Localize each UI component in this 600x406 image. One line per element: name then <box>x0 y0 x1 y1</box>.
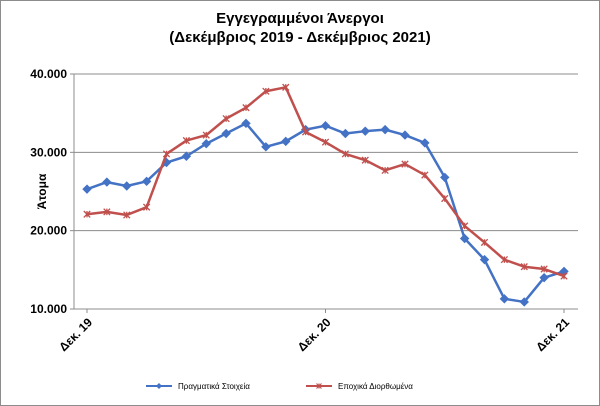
series-1-point <box>181 151 192 161</box>
series-1-point <box>261 142 271 152</box>
x-tick-label: Δεκ. 19 <box>56 315 95 354</box>
series-layer <box>82 83 569 307</box>
series-2-point <box>460 222 469 230</box>
series-2-point <box>381 166 389 175</box>
series-1-point <box>102 177 112 187</box>
series-1-point <box>539 272 549 283</box>
series-2-point <box>361 156 369 164</box>
series-line-2 <box>86 86 565 278</box>
series-1-point <box>241 118 251 129</box>
series-2-point <box>182 136 191 145</box>
series-2-point <box>401 160 409 168</box>
series-1-point <box>400 130 410 140</box>
label-layer: 10.000 20.000 30.000 40.000 Άτομα Δεκ. 19 Δεκ.… <box>30 67 572 354</box>
series-2-point <box>520 263 528 271</box>
series-2-point <box>540 265 548 273</box>
chart-title-line2: (Δεκέμβριος 2019 - Δεκέμβριος 2021) <box>169 29 431 46</box>
y-tick-label: 30.000 <box>30 145 67 159</box>
series-2-point <box>123 211 131 219</box>
legend-entry-2: Εποχικά Διορθωμένα <box>338 382 413 391</box>
series-2-point <box>83 210 91 218</box>
series-1-point <box>499 294 510 304</box>
legend-swatch-marker <box>316 383 322 389</box>
series-1-point <box>122 181 132 191</box>
series-2-point <box>103 208 111 216</box>
chart-title-line1: Εγγεγραμμένοι Άνεργοι <box>216 10 384 27</box>
grid-layer <box>74 73 578 310</box>
series-2-point <box>441 194 449 203</box>
legend-swatch-marker <box>156 383 162 389</box>
series-1-point <box>201 139 211 149</box>
series-2-point <box>222 114 230 123</box>
legend-entry-1: Πραγματικά Στοιχεία <box>178 382 250 391</box>
y-tick-label: 40.000 <box>30 67 67 81</box>
x-tick-label: Δεκ. 20 <box>295 315 334 354</box>
series-2-point <box>341 150 350 158</box>
y-tick-label: 10.000 <box>30 302 67 316</box>
series-1-point <box>340 128 351 139</box>
series-2-point <box>500 255 509 264</box>
chart-title: Εγγεγραμμένοι Άνεργοι (Δεκέμβριος 2019 -… <box>1 9 599 47</box>
y-tick-label: 20.000 <box>30 224 67 238</box>
series-2-point <box>560 272 568 280</box>
series-1-point <box>360 126 370 136</box>
series-line-1 <box>86 122 565 304</box>
series-2-point <box>142 203 151 211</box>
axis-layer <box>70 73 578 313</box>
series-2-point <box>242 104 250 112</box>
series-1-point <box>380 124 390 135</box>
legend-layer: Πραγματικά Στοιχεία Εποχικά Διορθωμένα <box>146 382 413 391</box>
series-1-point <box>479 254 490 265</box>
series-1-point <box>459 233 470 244</box>
series-2-point <box>480 238 489 247</box>
series-2-point <box>262 87 270 95</box>
series-1-point <box>440 172 450 183</box>
series-2-point <box>421 171 429 179</box>
series-2-point <box>321 138 330 146</box>
series-2-point <box>301 128 310 136</box>
series-1-point <box>420 138 430 148</box>
series-2-point <box>282 83 290 91</box>
series-1-point <box>82 184 92 194</box>
x-tick-label: Δεκ. 21 <box>533 315 572 354</box>
series-1-point <box>519 297 529 307</box>
series-1-point <box>141 176 152 187</box>
series-1-point <box>221 128 231 139</box>
series-1-point <box>281 136 291 147</box>
series-2-point <box>202 131 210 139</box>
y-axis-title: Άτομα <box>35 173 49 209</box>
series-2-point <box>162 150 171 158</box>
series-1-point <box>320 120 331 131</box>
